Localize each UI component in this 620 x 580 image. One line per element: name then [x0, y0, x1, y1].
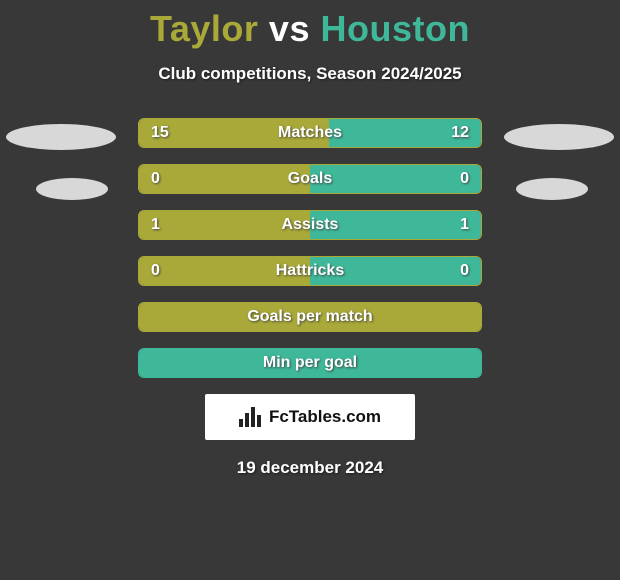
side-ellipse-left: [6, 124, 116, 150]
stat-fill-left: [139, 211, 310, 239]
stat-fill-left: [139, 303, 481, 331]
stat-fill-right: [139, 349, 481, 377]
vs-text: vs: [269, 8, 310, 49]
stat-row: 00Goals: [138, 164, 482, 194]
subtitle: Club competitions, Season 2024/2025: [0, 64, 620, 84]
stat-rows: 1512Matches 00Goals 11Assists 00Hattricks Go…: [138, 118, 482, 378]
stat-fill-left: [139, 119, 329, 147]
player1-name: Taylor: [150, 8, 258, 49]
stat-fill-right: [329, 119, 481, 147]
stat-fill-left: [139, 257, 310, 285]
side-ellipse-right: [516, 178, 588, 200]
source-logo: FcTables.com: [205, 394, 415, 440]
stat-fill-left: [139, 165, 310, 193]
comparison-card: Taylor vs Houston Club competitions, Sea…: [0, 0, 620, 478]
stat-row: 11Assists: [138, 210, 482, 240]
source-logo-text: FcTables.com: [269, 407, 381, 427]
stat-fill-right: [310, 211, 481, 239]
stat-row: 00Hattricks: [138, 256, 482, 286]
side-ellipse-right: [504, 124, 614, 150]
stat-fill-right: [310, 165, 481, 193]
date: 19 december 2024: [0, 458, 620, 478]
bar-chart-icon: [239, 407, 263, 427]
stat-fill-right: [310, 257, 481, 285]
title: Taylor vs Houston: [0, 8, 620, 50]
stat-row: 1512Matches: [138, 118, 482, 148]
side-ellipse-left: [36, 178, 108, 200]
stat-row: Min per goal: [138, 348, 482, 378]
player2-name: Houston: [320, 8, 469, 49]
stat-row: Goals per match: [138, 302, 482, 332]
